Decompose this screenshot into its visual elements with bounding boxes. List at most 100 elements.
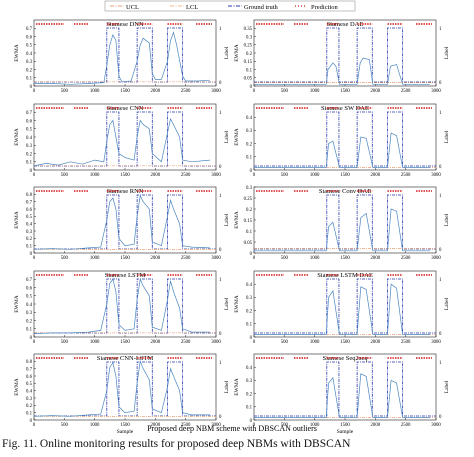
x-tick-label: 500 <box>61 423 69 428</box>
panel-title: Siamese CNN <box>106 105 143 112</box>
y-tick-label: 0.7 <box>26 27 33 32</box>
y-tick-label: 0.7 <box>26 111 33 116</box>
panel-title: Siamese RNN <box>106 188 143 195</box>
x-tick-label: 2000 <box>151 340 161 345</box>
y2-tick-label: 1 <box>439 111 442 116</box>
y-tick-label: 0.1 <box>26 77 33 82</box>
y2-axis-label: Label <box>444 297 450 310</box>
x-tick-label: 500 <box>281 256 289 261</box>
y2-tick-label: 1 <box>219 194 222 199</box>
y-tick-label: 0.3 <box>246 379 253 384</box>
y-tick-label: 0.4 <box>26 52 33 57</box>
x-tick-label: 2500 <box>401 89 411 94</box>
x-tick-label: 3000 <box>211 423 221 428</box>
x-tick-label: 3000 <box>211 173 221 178</box>
y2-axis-label: Label <box>444 380 450 393</box>
x-tick-label: 3000 <box>211 89 221 94</box>
x-tick-label: 1000 <box>90 256 100 261</box>
x-tick-label: 500 <box>281 340 289 345</box>
x-tick-label: 1500 <box>340 173 350 178</box>
y-tick-label: 0.1 <box>246 323 253 328</box>
y-tick-label: 0.05 <box>244 241 253 246</box>
legend-label: UCL <box>126 4 139 11</box>
y-tick-label: 0.3 <box>26 311 33 316</box>
x-tick-label: 2500 <box>181 340 191 345</box>
legend: UCL LCL Ground truth Prediction <box>104 0 356 12</box>
x-tick-label: 1500 <box>120 423 130 428</box>
ewma-series-line <box>254 208 430 252</box>
y-tick-label: 0.3 <box>26 60 33 65</box>
y-tick-label: 0 <box>30 419 33 424</box>
x-tick-label: 3000 <box>431 423 441 428</box>
y-axis-label: EWMA <box>14 211 20 228</box>
x-tick-label: 500 <box>281 423 289 428</box>
x-tick-label: 2000 <box>371 423 381 428</box>
plot-frame <box>33 103 217 171</box>
chart-panel: Siamese DAE EWMA Label 0 0.05 0.1 0.15 0.2 0.25 0… <box>234 19 450 94</box>
y-tick-label: 0.2 <box>26 152 33 157</box>
panel-title: Siamese Seq2seq <box>323 355 369 362</box>
x-tick-label: 2000 <box>151 173 161 178</box>
plot-frame <box>253 186 437 254</box>
panel-title: Siamese LSTM <box>105 272 146 279</box>
y-axis-label: EWMA <box>14 378 20 395</box>
y-tick-label: 0.5 <box>26 128 33 133</box>
x-tick-label: 1500 <box>340 256 350 261</box>
y2-tick-label: 0 <box>439 332 442 337</box>
x-tick-label: 2500 <box>401 256 411 261</box>
panel-title: Siamese DAE <box>327 21 364 28</box>
x-tick-label: 2500 <box>181 423 191 428</box>
chart-panel: Siamese RNN EWMA Label 0 0.1 0.2 0.3 0.4 0.5 0.6 0… <box>14 186 230 261</box>
y2-tick-label: 1 <box>439 361 442 366</box>
y-tick-label: 0.2 <box>246 208 253 213</box>
y-tick-label: 0.25 <box>244 197 253 202</box>
y-tick-label: 0.35 <box>244 27 253 32</box>
y-tick-label: 0.2 <box>26 68 33 73</box>
plot-frame <box>33 186 217 254</box>
y-tick-label: 0.1 <box>26 328 33 333</box>
y-tick-label: 0.4 <box>246 116 253 121</box>
legend-label: Prediction <box>311 4 338 11</box>
y-tick-label: 0 <box>250 169 253 174</box>
panel-title: Siamese Conv DAE <box>319 188 371 195</box>
y2-axis-label: Label <box>444 130 450 143</box>
x-tick-label: 1500 <box>120 256 130 261</box>
x-tick-label: 0 <box>253 340 256 345</box>
ewma-series-line <box>33 117 210 167</box>
panel-title: Siamese LSTM DAE <box>317 272 373 279</box>
ewma-series-line <box>254 57 430 85</box>
x-tick-label: 3000 <box>431 89 441 94</box>
y-axis-label: EWMA <box>234 211 240 228</box>
y-tick-label: 0.4 <box>26 389 33 394</box>
y-tick-label: 0.6 <box>26 375 33 380</box>
y2-axis-label: Label <box>224 213 230 226</box>
x-tick-label: 0 <box>33 89 36 94</box>
legend-label: Ground truth <box>244 4 279 11</box>
ewma-series-line <box>254 373 430 418</box>
ewma-series-line <box>33 278 210 335</box>
legend-label: LCL <box>186 4 198 11</box>
ground-truth-line <box>34 27 216 83</box>
y2-tick-label: 1 <box>439 194 442 199</box>
ground-truth-line <box>34 111 216 167</box>
x-tick-label: 3000 <box>431 173 441 178</box>
x-tick-label: 1000 <box>310 89 320 94</box>
x-tick-label: 2000 <box>371 340 381 345</box>
chart-panel: Siamese Conv DAE EWMA Label 0 0.05 0.1 0.15 0.2… <box>234 186 450 261</box>
x-tick-label: 0 <box>253 173 256 178</box>
x-tick-label: 2500 <box>181 89 191 94</box>
y-tick-label: 0.6 <box>26 119 33 124</box>
y-tick-label: 0.4 <box>26 222 33 227</box>
x-tick-label: 0 <box>33 340 36 345</box>
y-tick-label: 0.2 <box>26 319 33 324</box>
chart-panel: Siamese CNN EWMA Label 0 0.1 0.2 0.3 0.4 0.5 0.6 0… <box>14 103 230 178</box>
y-tick-label: 0 <box>250 252 253 257</box>
y-tick-label: 0.1 <box>26 244 33 249</box>
x-tick-label: 2500 <box>181 256 191 261</box>
y-tick-label: 0.6 <box>26 208 33 213</box>
y2-axis-label: Label <box>224 130 230 143</box>
y-axis-label: EWMA <box>234 44 240 61</box>
x-tick-label: 500 <box>61 89 69 94</box>
y-tick-label: 0 <box>30 85 33 90</box>
y2-tick-label: 1 <box>219 27 222 32</box>
